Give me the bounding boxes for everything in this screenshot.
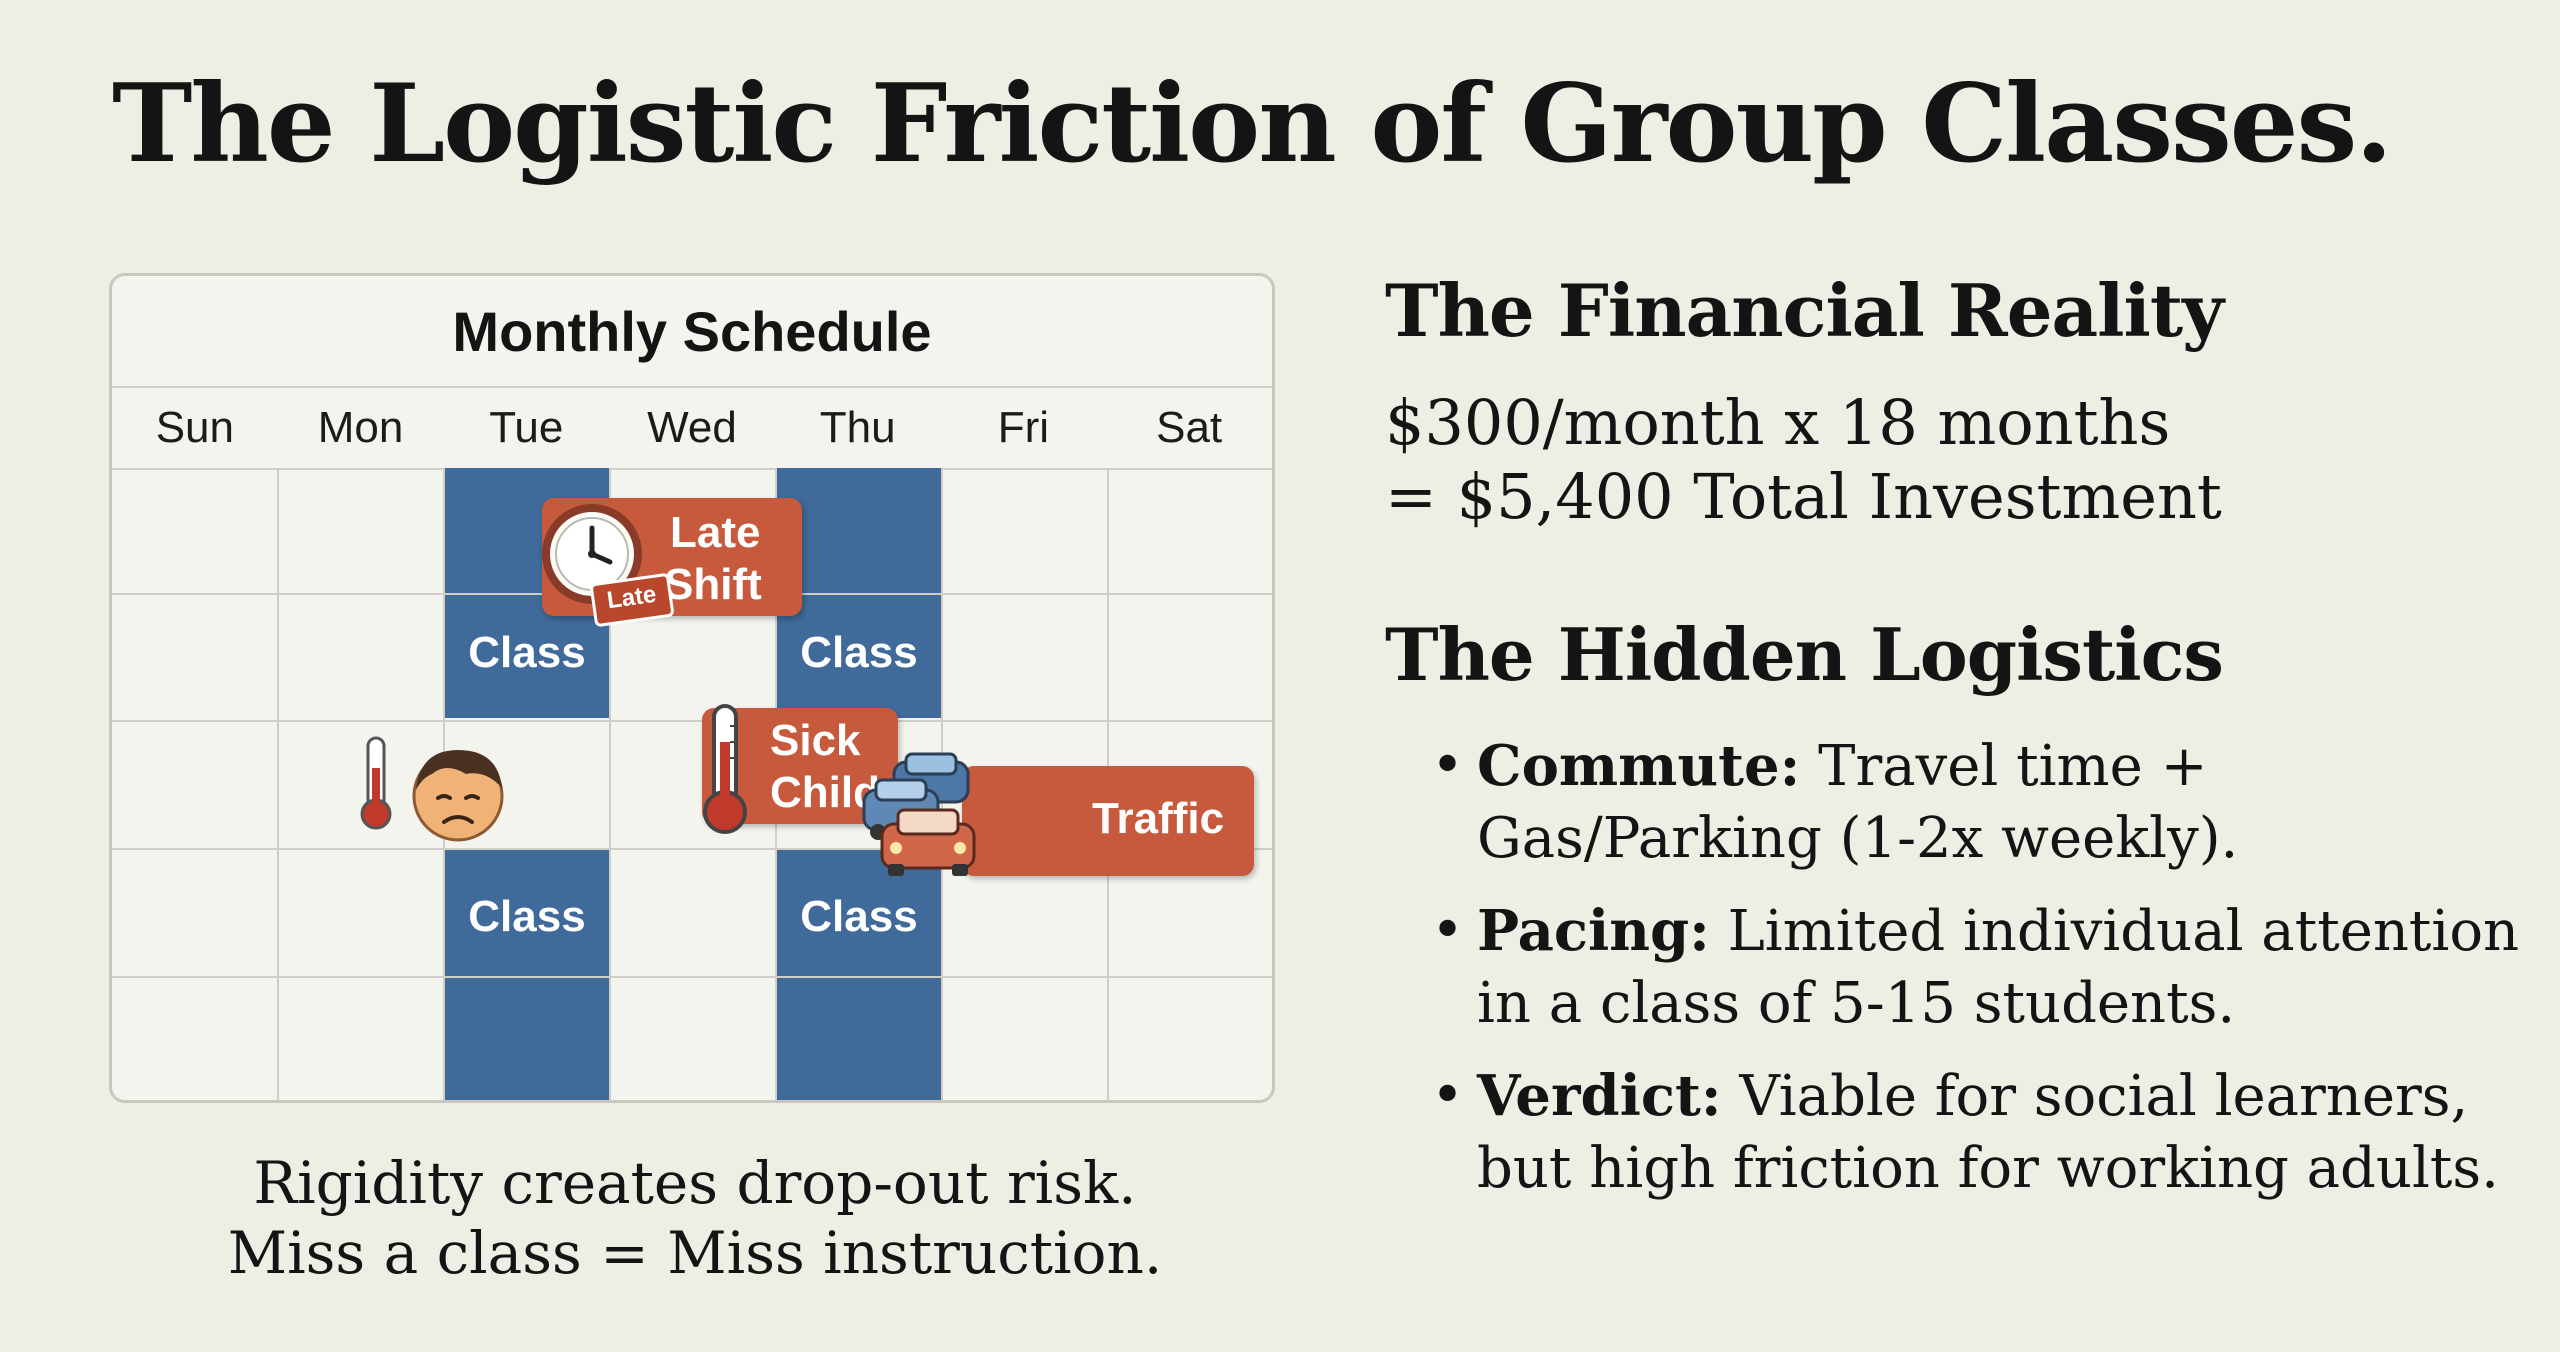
financial-heading: The Financial Reality (1385, 268, 2224, 353)
bullet-verdict: • Verdict: Viable for social learners, b… (1425, 1060, 2545, 1205)
weekday-fri: Fri (997, 403, 1050, 452)
bullet-pacing: • Pacing: Limited individual attention i… (1425, 895, 2545, 1040)
caption-line-1: Rigidity creates drop-out risk. (253, 1149, 1137, 1217)
calendar-title: Monthly Schedule (452, 299, 932, 363)
weekday-wed: Wed (647, 403, 737, 452)
logistics-heading: The Hidden Logistics (1385, 612, 2224, 697)
late-shift-line1: Late (670, 508, 761, 557)
clock-icon (540, 502, 660, 622)
weekday-sat: Sat (1156, 403, 1223, 452)
class-label-thu-1: Class (800, 628, 918, 677)
sad-face-icon (406, 740, 510, 844)
financial-line-2: = $5,400 Total Investment (1385, 460, 2222, 533)
caption-line-2: Miss a class = Miss instruction. (227, 1219, 1163, 1287)
late-badge-text: Late (605, 580, 658, 615)
weekday-mon: Mon (317, 403, 404, 452)
bullet-term-verdict: Verdict: (1477, 1063, 1722, 1129)
traffic-label: Traffic (1092, 794, 1225, 843)
weekday-thu: Thu (819, 403, 896, 452)
late-badge: Late (589, 572, 675, 628)
traffic-cars-icon (860, 750, 1000, 880)
monthly-schedule-calendar: Monthly Schedule Sun Mon Tue Wed Thu Fri… (109, 273, 1275, 1103)
bullet-term-commute: Commute: (1477, 733, 1801, 799)
weekday-tue: Tue (489, 403, 564, 452)
class-label-tue-1: Class (468, 628, 586, 677)
sick-child-line1: Sick (770, 716, 861, 765)
bullet-term-pacing: Pacing: (1477, 898, 1710, 964)
late-shift-line2: Shift (664, 560, 762, 609)
sick-child-line2: Child (770, 768, 880, 817)
bullet-text-pacing: Limited individual attention in a class … (1477, 899, 2520, 1036)
logistics-list: • Commute: Travel time + Gas/Parking (1-… (1425, 730, 2545, 1225)
thermometer-small-icon (356, 734, 396, 834)
bullet-text-commute: Travel time + Gas/Parking (1-2x weekly). (1477, 734, 2239, 871)
bullet-commute: • Commute: Travel time + Gas/Parking (1-… (1425, 730, 2545, 875)
class-label-tue-2: Class (468, 892, 586, 941)
thermometer-icon (700, 702, 750, 838)
weekday-header: Sun Mon Tue Wed Thu Fri Sat (112, 386, 1272, 470)
slide-title: The Logistic Friction of Group Classes. (112, 61, 2393, 187)
bullet-dot: • (1431, 733, 1465, 798)
class-label-thu-2: Class (800, 892, 918, 941)
class-block-thu-2 (776, 848, 942, 1100)
class-block-tue-2 (444, 848, 610, 1100)
financial-line-1: $300/month x 18 months (1385, 386, 2171, 459)
bullet-dot: • (1431, 898, 1465, 963)
bullet-text-verdict: Viable for social learners, but high fri… (1477, 1064, 2499, 1201)
traffic-tag: Traffic (962, 766, 1254, 876)
bullet-dot: • (1431, 1063, 1465, 1128)
calendar-caption: Rigidity creates drop-out risk. Miss a c… (100, 1148, 1290, 1288)
calendar-grid: Class Class Class Class Late Shift Late … (112, 468, 1272, 1100)
weekday-sun: Sun (155, 403, 234, 452)
